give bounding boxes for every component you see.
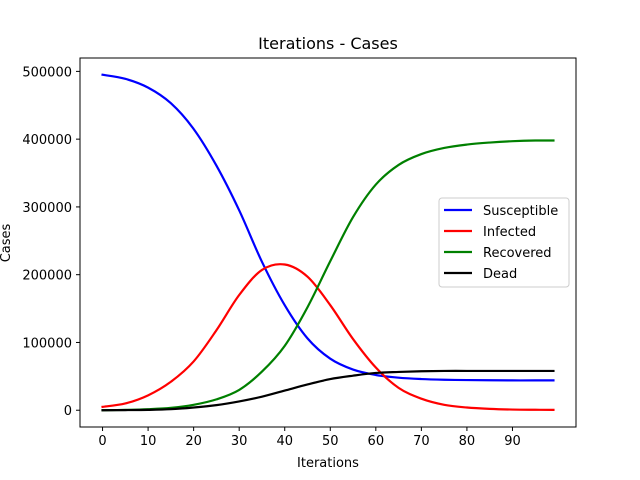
- x-tick-label: 60: [368, 434, 385, 449]
- plot-area: 0 10 20 30 40 50 60 70 80 90 0 100000 200000 300000 40…: [22, 57, 577, 449]
- legend-label-susceptible: Susceptible: [483, 204, 558, 219]
- chart-title: Iterations - Cases: [258, 34, 398, 53]
- x-tick-label: 40: [276, 434, 293, 449]
- x-tick-label: 90: [504, 434, 521, 449]
- y-axis-label: Cases: [0, 223, 14, 262]
- axes-frame: [79, 57, 577, 428]
- legend-label-infected: Infected: [483, 225, 536, 240]
- y-tick-label: 200000: [22, 269, 72, 284]
- series-line-recovered: [101, 139, 555, 412]
- y-tick-label: 500000: [22, 65, 72, 80]
- legend-label-dead: Dead: [483, 267, 517, 282]
- series-lines: [101, 73, 555, 412]
- series-line-dead: [101, 369, 555, 412]
- x-tick-label: 10: [140, 434, 157, 449]
- y-tick-label: 100000: [22, 336, 72, 351]
- x-tick-label: 30: [231, 434, 248, 449]
- legend-box: [438, 197, 570, 288]
- x-tick-label: 20: [185, 434, 202, 449]
- x-tick-label: 0: [98, 434, 106, 449]
- series-line-susceptible: [101, 73, 555, 382]
- x-tick-label: 80: [459, 434, 476, 449]
- x-tick-label: 50: [322, 434, 339, 449]
- y-tick-label: 300000: [22, 201, 72, 216]
- y-tick-label: 0: [64, 404, 72, 419]
- series-line-infected: [101, 263, 555, 411]
- legend: Susceptible Infected Recovered Dead: [438, 197, 570, 288]
- y-tick-label: 400000: [22, 133, 72, 148]
- legend-label-recovered: Recovered: [483, 246, 552, 261]
- x-axis-label: Iterations: [297, 456, 359, 471]
- x-tick-label: 70: [413, 434, 430, 449]
